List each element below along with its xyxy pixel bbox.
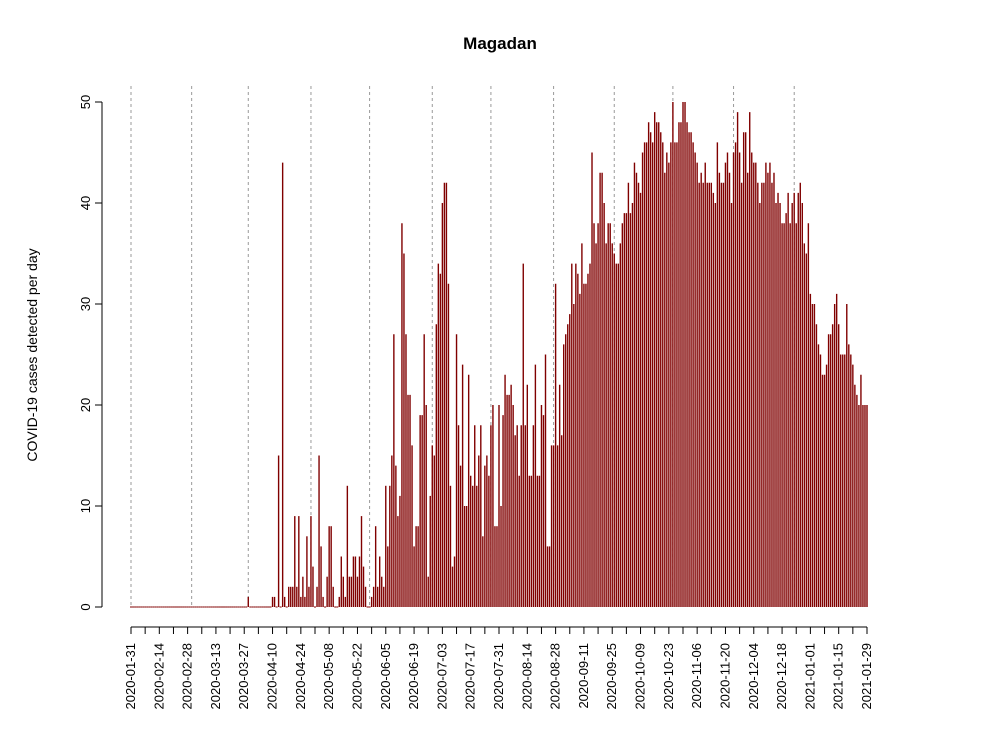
- x-tick-label: 2020-12-04: [746, 643, 761, 710]
- chart-title: Magadan: [463, 34, 537, 53]
- x-tick-label: 2020-10-23: [661, 643, 676, 710]
- x-tick-label: 2020-01-31: [123, 643, 138, 710]
- y-tick-label: 10: [78, 499, 93, 513]
- y-axis: 0 10 20 30 40 50: [78, 95, 103, 611]
- y-axis-label: COVID-19 cases detected per day: [24, 248, 40, 461]
- x-tick-label: 2020-07-17: [463, 643, 478, 710]
- x-tick-label: 2020-06-19: [406, 643, 421, 710]
- x-tick-label: 2021-01-15: [831, 643, 846, 710]
- x-tick-label: 2020-02-28: [180, 643, 195, 710]
- x-tick-label: 2020-09-25: [604, 643, 619, 710]
- x-tick-label: 2020-02-14: [151, 643, 166, 710]
- x-tick-label: 2020-07-31: [491, 643, 506, 710]
- x-tick-label: 2020-07-03: [434, 643, 449, 710]
- x-tick-label: 2020-03-27: [236, 643, 251, 710]
- x-tick-label: 2021-01-29: [859, 643, 874, 710]
- x-axis: 2020-01-31 2020-02-14 2020-02-28 2020-03-13…: [123, 626, 874, 710]
- x-tick-label: 2020-09-11: [576, 643, 591, 709]
- x-tick-label: 2020-06-05: [378, 643, 393, 710]
- x-tick-label: 2020-04-10: [265, 643, 280, 710]
- x-tick-label: 2020-08-14: [519, 643, 534, 710]
- x-tick-label: 2020-11-06: [689, 643, 704, 709]
- x-tick-label: 2020-08-28: [548, 643, 563, 710]
- y-tick-label: 20: [78, 398, 93, 412]
- x-tick-label: 2020-10-09: [633, 643, 648, 710]
- x-tick-label: 2020-05-22: [349, 643, 364, 710]
- y-tick-label: 30: [78, 297, 93, 311]
- bars: [130, 102, 868, 608]
- x-tick-label: 2020-11-20: [717, 643, 732, 709]
- y-tick-label: 50: [78, 95, 93, 109]
- y-tick-label: 0: [78, 603, 93, 610]
- x-tick-label: 2021-01-01: [802, 643, 817, 710]
- x-tick-label: 2020-05-08: [321, 643, 336, 710]
- y-tick-label: 40: [78, 196, 93, 210]
- x-tick-label: 2020-03-13: [208, 643, 223, 710]
- x-tick-label: 2020-04-24: [293, 643, 308, 710]
- x-tick-label: 2020-12-18: [774, 643, 789, 710]
